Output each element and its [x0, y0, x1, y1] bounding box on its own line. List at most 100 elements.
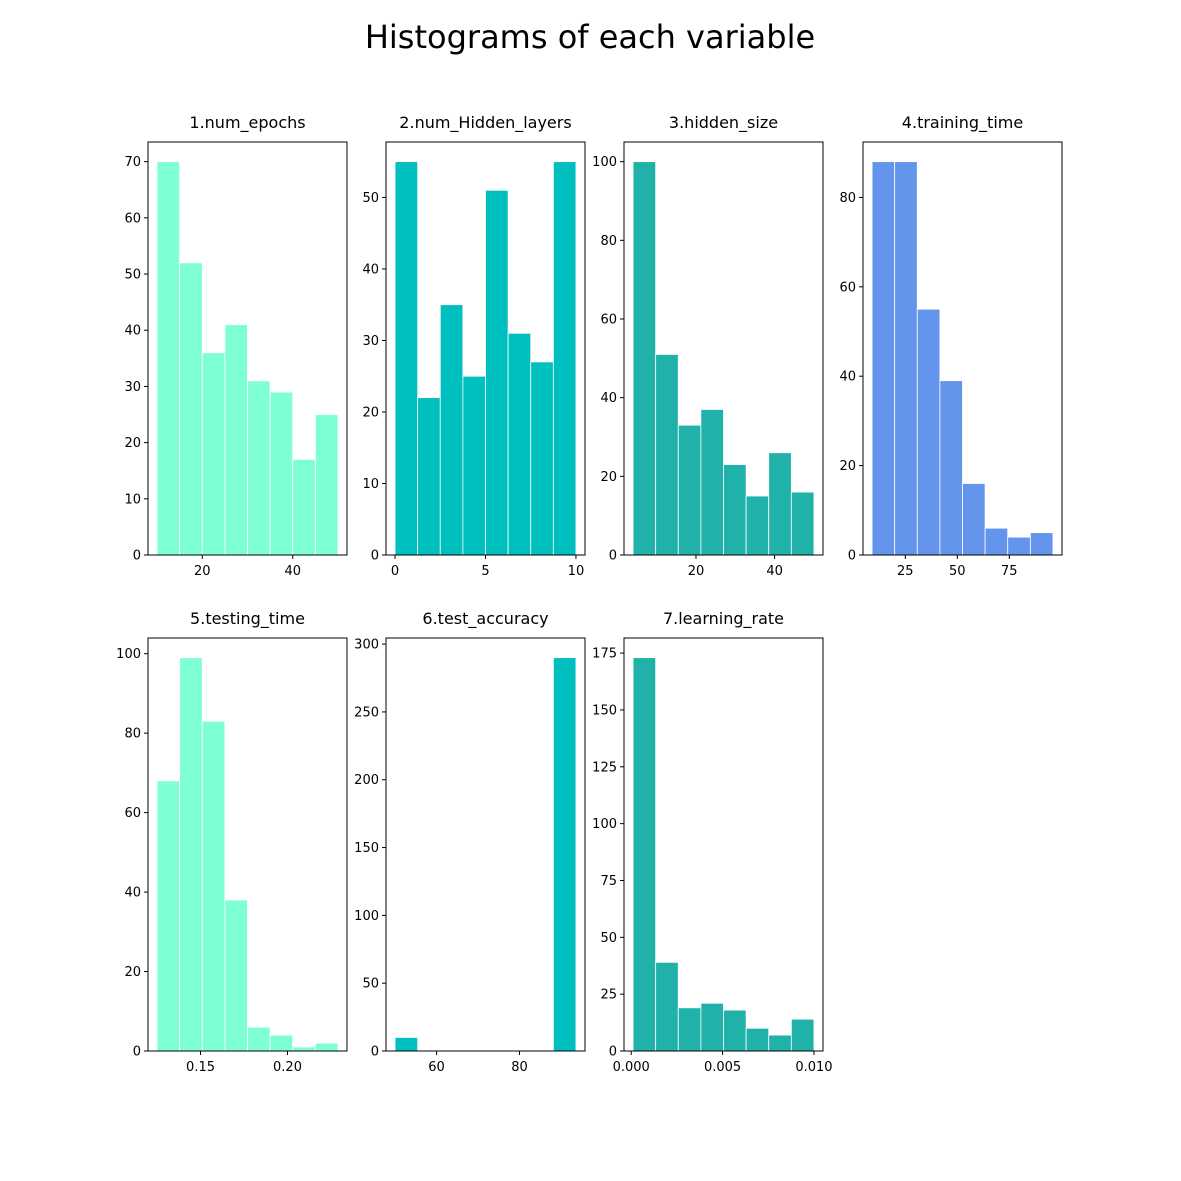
y-tick-label: 150	[592, 703, 617, 718]
y-tick-label: 0	[371, 1045, 379, 1060]
figure-title: Histograms of each variable	[365, 18, 815, 56]
axes-title: 2.num_Hidden_layers	[399, 113, 571, 133]
axes-frame	[147, 141, 348, 556]
bar	[677, 424, 702, 556]
bar	[790, 491, 815, 556]
x-tick-label: 40	[284, 564, 301, 579]
y-tick-label: 40	[362, 262, 379, 277]
y-tick-label: 20	[839, 459, 856, 474]
y-tick-label: 100	[116, 647, 141, 662]
y-tick-label: 150	[354, 841, 379, 856]
bar	[700, 409, 724, 556]
y-tick-label: 80	[839, 191, 856, 206]
y-tick-label: 60	[600, 313, 617, 328]
y-tick-label: 0	[133, 1045, 141, 1060]
y-tick-label: 20	[362, 405, 379, 420]
y-tick-label: 75	[600, 874, 617, 889]
bar	[745, 495, 770, 556]
bar	[224, 899, 248, 1052]
bar	[292, 459, 316, 556]
bar	[507, 332, 532, 556]
y-tick-label: 30	[124, 380, 141, 395]
y-tick-label: 80	[600, 234, 617, 249]
x-tick-label: 40	[766, 564, 783, 579]
bar	[552, 161, 577, 556]
bar	[394, 161, 419, 556]
bar	[894, 161, 918, 556]
y-tick-label: 50	[362, 977, 379, 992]
x-tick-label: 10	[568, 564, 585, 579]
bar	[939, 380, 963, 556]
y-tick-label: 100	[592, 817, 617, 832]
bar	[485, 189, 509, 556]
axes-title: 4.training_time	[902, 113, 1023, 133]
x-tick-label: 20	[194, 564, 211, 579]
x-tick-label: 75	[1001, 564, 1018, 579]
y-tick-label: 30	[362, 334, 379, 349]
bar	[745, 1027, 770, 1052]
x-tick-label: 0.000	[613, 1060, 650, 1075]
y-tick-label: 0	[609, 1045, 617, 1060]
bar	[201, 352, 226, 556]
y-tick-label: 40	[124, 324, 141, 339]
bar	[655, 961, 679, 1052]
y-tick-label: 20	[124, 436, 141, 451]
bar	[871, 161, 896, 556]
bar	[768, 452, 792, 556]
x-tick-label: 80	[511, 1060, 528, 1075]
bar	[768, 1034, 792, 1052]
bar	[247, 380, 271, 556]
x-tick-label: 50	[949, 564, 966, 579]
y-tick-label: 100	[592, 155, 617, 170]
y-tick-label: 70	[124, 155, 141, 170]
bar	[530, 361, 554, 556]
bar	[247, 1026, 271, 1052]
axes-frame	[623, 637, 824, 1052]
bar	[462, 375, 486, 556]
x-tick-label: 5	[481, 564, 489, 579]
bar	[632, 657, 657, 1052]
y-tick-label: 0	[609, 549, 617, 564]
y-tick-label: 200	[354, 773, 379, 788]
y-tick-label: 10	[362, 477, 379, 492]
y-tick-label: 0	[371, 549, 379, 564]
y-tick-label: 0	[133, 549, 141, 564]
x-tick-label: 20	[688, 564, 705, 579]
y-tick-label: 125	[592, 760, 617, 775]
bar	[201, 720, 226, 1052]
y-tick-label: 25	[600, 988, 617, 1003]
bar	[179, 657, 203, 1052]
axes-title: 3.hidden_size	[669, 113, 778, 133]
axes-title: 1.num_epochs	[189, 113, 305, 133]
bar	[632, 161, 657, 556]
x-tick-label: 0	[391, 564, 399, 579]
bar	[156, 780, 181, 1052]
bar	[417, 397, 441, 556]
bar	[224, 324, 248, 556]
y-tick-label: 40	[124, 886, 141, 901]
bar	[700, 1002, 724, 1052]
axes-title: 5.testing_time	[190, 609, 305, 629]
bar	[677, 1007, 702, 1052]
bar	[394, 1037, 419, 1052]
axes-title: 7.learning_rate	[663, 609, 784, 629]
bar	[1007, 536, 1031, 556]
bar	[723, 464, 747, 556]
x-tick-label: 0.20	[273, 1060, 302, 1075]
y-tick-label: 60	[124, 806, 141, 821]
y-tick-label: 60	[839, 280, 856, 295]
axes-frame	[623, 141, 824, 556]
bar	[269, 1034, 294, 1052]
y-tick-label: 50	[600, 931, 617, 946]
y-tick-label: 100	[354, 909, 379, 924]
y-tick-label: 175	[592, 647, 617, 662]
bar	[314, 414, 339, 556]
x-tick-label: 0.010	[795, 1060, 832, 1075]
bar	[439, 304, 464, 556]
y-tick-label: 20	[124, 965, 141, 980]
bar	[269, 391, 294, 556]
y-tick-label: 40	[839, 370, 856, 385]
y-tick-label: 20	[600, 470, 617, 485]
y-tick-label: 50	[362, 191, 379, 206]
y-tick-label: 80	[124, 727, 141, 742]
